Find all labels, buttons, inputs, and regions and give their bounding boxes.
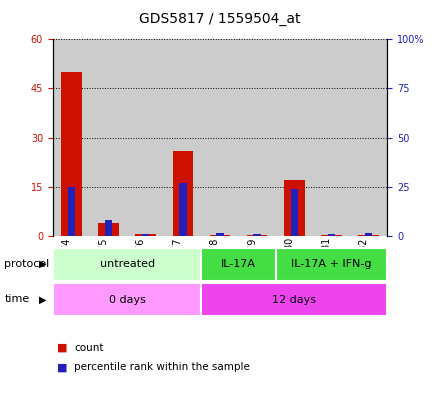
Text: ■: ■ (57, 362, 68, 373)
Bar (53, 248, 202, 281)
Bar (202, 283, 387, 316)
Text: 0 days: 0 days (109, 295, 146, 305)
Bar (247, 235, 268, 236)
Bar (202, 39, 238, 236)
Bar (53, 283, 202, 316)
Bar (136, 234, 156, 236)
Bar (53, 39, 90, 236)
Text: count: count (74, 343, 103, 353)
Bar (313, 39, 350, 236)
Text: ▶: ▶ (39, 259, 47, 269)
Text: ■: ■ (57, 343, 68, 353)
Text: 12 days: 12 days (272, 295, 316, 305)
Bar (98, 223, 119, 236)
Bar (105, 220, 112, 236)
Bar (210, 235, 230, 236)
Text: IL-17A: IL-17A (221, 259, 256, 269)
Bar (276, 248, 387, 281)
Bar (276, 39, 313, 236)
Text: untreated: untreated (99, 259, 155, 269)
Text: time: time (4, 294, 29, 305)
Text: ▶: ▶ (39, 294, 47, 305)
Bar (142, 234, 150, 236)
Bar (90, 39, 127, 236)
Bar (284, 180, 304, 236)
Text: GDS5817 / 1559504_at: GDS5817 / 1559504_at (139, 12, 301, 26)
Text: percentile rank within the sample: percentile rank within the sample (74, 362, 250, 373)
Bar (127, 39, 164, 236)
Bar (202, 248, 276, 281)
Bar (164, 39, 202, 236)
Bar (68, 187, 75, 236)
Text: IL-17A + IFN-g: IL-17A + IFN-g (291, 259, 372, 269)
Bar (253, 234, 261, 236)
Bar (172, 151, 193, 236)
Bar (179, 183, 187, 236)
Bar (359, 235, 379, 236)
Bar (216, 233, 224, 236)
Bar (328, 234, 335, 236)
Text: protocol: protocol (4, 259, 50, 269)
Bar (290, 189, 298, 236)
Bar (365, 233, 372, 236)
Bar (321, 235, 342, 236)
Bar (61, 72, 81, 236)
Bar (238, 39, 276, 236)
Bar (350, 39, 387, 236)
